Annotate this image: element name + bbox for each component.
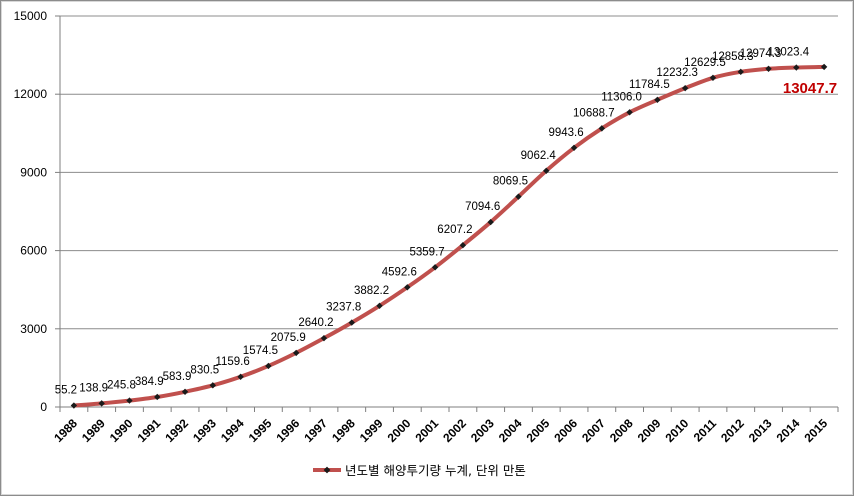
data-point-marker: [543, 167, 550, 174]
data-label: 5359.7: [410, 246, 445, 258]
x-tick-label: 2011: [691, 416, 720, 445]
x-tick-label: 1990: [107, 416, 136, 445]
data-label-highlight: 13047.7: [783, 80, 837, 97]
x-tick-label: 2010: [663, 416, 692, 445]
x-tick-label: 1994: [218, 416, 247, 445]
data-point-marker: [292, 349, 300, 357]
x-tick-label: 1991: [135, 416, 164, 445]
data-label: 3882.2: [354, 285, 389, 297]
x-tick-label: 1999: [357, 416, 386, 445]
data-point-marker: [98, 400, 105, 407]
data-label: 9943.6: [548, 127, 583, 139]
x-tick-label: 1996: [274, 416, 303, 445]
x-tick-label: 2014: [774, 416, 803, 445]
data-point-marker: [126, 397, 133, 404]
data-point-marker: [265, 362, 272, 370]
data-point-marker: [626, 109, 633, 116]
x-tick-label: 2009: [635, 416, 664, 445]
x-tick-label: 2008: [607, 416, 636, 445]
data-point-marker: [765, 65, 772, 73]
data-label: 1159.6: [215, 356, 249, 368]
data-label: 8069.5: [493, 176, 528, 188]
data-label: 7094.6: [465, 201, 500, 213]
data-point-marker: [376, 302, 383, 310]
x-tick-label: 2015: [801, 416, 830, 445]
x-tick-label: 2000: [385, 416, 414, 445]
data-label: 9062.4: [521, 150, 557, 162]
x-tick-label: 1988: [51, 416, 80, 445]
data-point-marker: [209, 382, 217, 389]
data-point-marker: [181, 388, 189, 395]
data-label: 12858.3: [712, 51, 754, 63]
x-tick-label: 1998: [329, 416, 358, 445]
x-tick-label: 1992: [162, 416, 191, 445]
data-label: 55.2: [55, 385, 77, 397]
data-label: 830.5: [190, 364, 219, 376]
data-label: 12629.5: [684, 57, 726, 69]
data-point-marker: [709, 74, 717, 81]
x-tick-label: 2002: [440, 416, 469, 445]
data-point-marker: [598, 125, 606, 132]
x-tick-label: 2004: [496, 416, 525, 445]
data-point-marker: [154, 393, 161, 401]
x-tick-label: 2003: [468, 416, 497, 445]
data-point-marker: [348, 319, 355, 326]
data-point-marker: [820, 63, 828, 71]
series-line: [71, 64, 827, 408]
x-tick-label: 1993: [190, 416, 219, 445]
x-tick-label: 2012: [718, 416, 747, 445]
data-point-marker: [515, 193, 522, 200]
data-point-marker: [431, 264, 439, 271]
data-label: 6207.2: [437, 224, 472, 236]
data-label: 4592.6: [382, 266, 417, 278]
data-point-marker: [681, 84, 689, 92]
data-point-marker: [404, 284, 411, 291]
legend-swatch-marker: [323, 466, 331, 474]
x-tick-label: 1995: [246, 416, 275, 445]
data-label: 1574.5: [243, 345, 278, 357]
data-label: 11784.5: [629, 79, 670, 91]
x-tick-label: 1989: [79, 416, 108, 445]
data-label: 2075.9: [271, 332, 306, 344]
y-tick-label: 12000: [14, 87, 48, 101]
y-tick-label: 6000: [20, 244, 47, 258]
data-label: 10688.7: [573, 107, 615, 119]
data-point-marker: [320, 334, 328, 342]
data-point-marker: [737, 68, 744, 76]
data-label: 2640.2: [298, 317, 333, 329]
y-tick-label: 15000: [14, 9, 48, 23]
data-label: 583.9: [163, 371, 192, 383]
x-tick-label: 2001: [412, 416, 441, 445]
x-tick-label: 2007: [579, 416, 608, 445]
data-point-marker: [459, 241, 467, 249]
x-tick-label: 2006: [551, 416, 580, 445]
data-point-marker: [570, 144, 578, 152]
y-tick-label: 3000: [20, 322, 47, 336]
data-label: 11306.0: [601, 91, 642, 103]
data-point-marker: [793, 64, 800, 71]
x-tick-label: 1997: [301, 416, 330, 445]
data-label: 13023.4: [768, 47, 810, 59]
data-point-marker: [70, 402, 78, 409]
data-point-marker: [654, 96, 661, 104]
data-label: 138.9: [79, 382, 108, 394]
data-label: 12232.3: [656, 67, 698, 79]
data-label: 384.9: [135, 376, 164, 388]
y-tick-label: 0: [40, 400, 47, 414]
y-tick-label: 9000: [20, 165, 47, 179]
legend-label: 년도별 해양투기량 누계, 단위 만톤: [345, 463, 526, 478]
data-point-marker: [487, 218, 494, 226]
data-point-marker: [237, 373, 244, 380]
x-tick-label: 2005: [524, 416, 553, 445]
data-label: 3237.8: [326, 302, 361, 314]
x-tick-label: 2013: [746, 416, 775, 445]
data-label: 245.8: [107, 380, 136, 392]
data-label: 12974.3: [740, 48, 782, 60]
